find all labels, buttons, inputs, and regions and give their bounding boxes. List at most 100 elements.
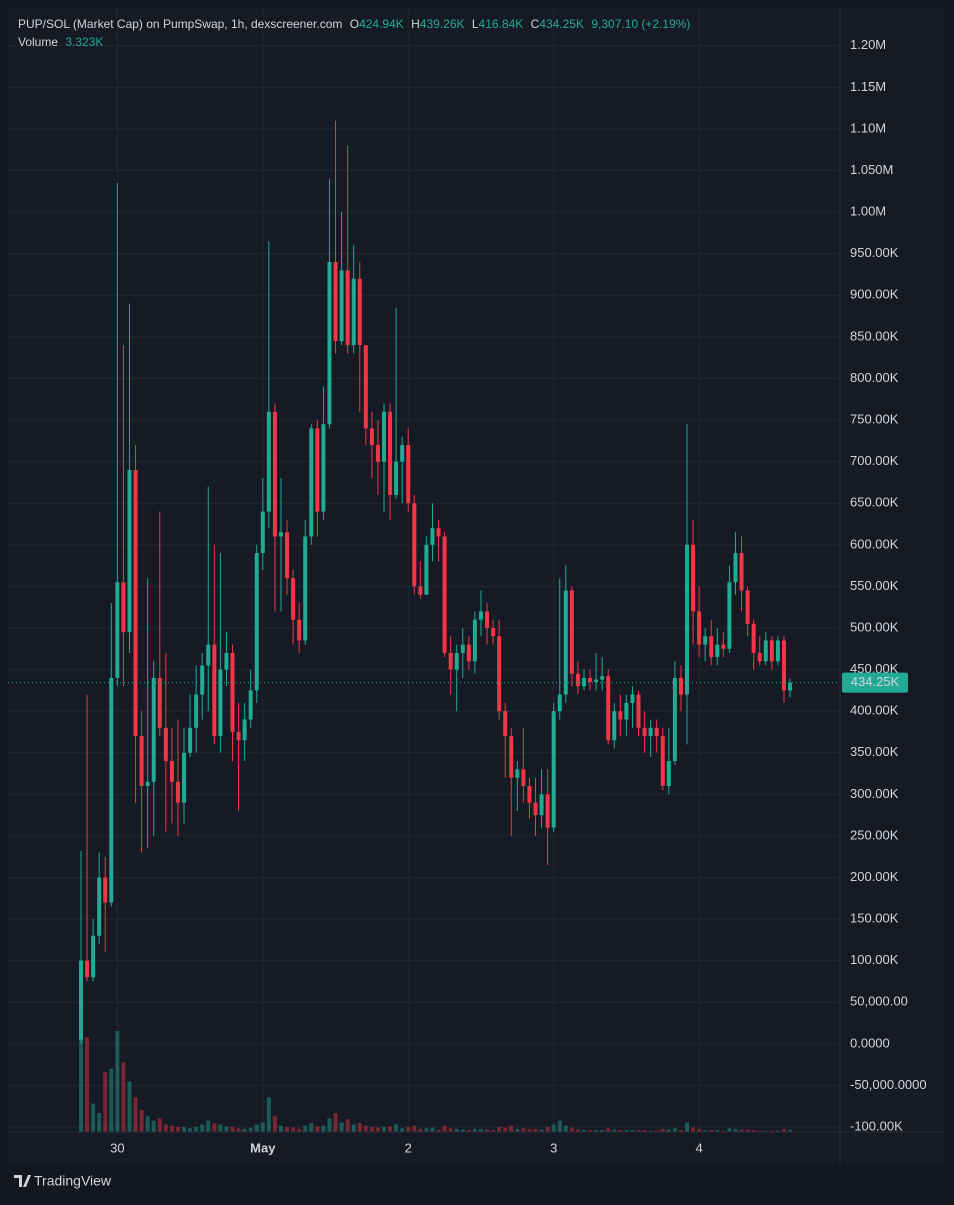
candle-body xyxy=(715,644,720,658)
volume-bar xyxy=(272,1116,277,1132)
legend-line: PUP/SOL (Market Cap) on PumpSwap, 1h, de… xyxy=(18,17,690,31)
candle-body xyxy=(672,677,677,762)
candle-body xyxy=(406,445,411,504)
volume-bar xyxy=(345,1119,350,1132)
volume-bar xyxy=(206,1120,211,1132)
volume-bar xyxy=(236,1128,241,1132)
candle-body xyxy=(394,461,399,495)
volume-bar xyxy=(648,1130,653,1132)
volume-bar xyxy=(594,1130,599,1132)
volume-bar xyxy=(442,1125,447,1132)
volume-bar xyxy=(757,1130,762,1132)
x-tick-label: 2 xyxy=(405,1140,412,1155)
volume-bar xyxy=(575,1129,580,1132)
candle-body xyxy=(606,676,611,741)
y-tick-label: 900.00K xyxy=(850,287,899,302)
chart-title: PUP/SOL (Market Cap) on PumpSwap, 1h, de… xyxy=(18,17,342,31)
volume-bar xyxy=(406,1126,411,1132)
volume-bar xyxy=(527,1128,532,1132)
candle-body xyxy=(763,640,768,662)
candle-body xyxy=(321,424,326,512)
volume-bar xyxy=(745,1129,750,1132)
x-tick-label: 3 xyxy=(550,1140,557,1155)
candle-body xyxy=(345,270,350,346)
x-tick-label: May xyxy=(250,1140,276,1155)
candle-body xyxy=(697,611,702,645)
ohlc-value: 434.25K xyxy=(539,17,584,31)
candle-body xyxy=(497,636,502,712)
y-tick-label: 500.00K xyxy=(850,619,899,634)
ohlc-value: 439.26K xyxy=(420,17,465,31)
y-tick-label: 950.00K xyxy=(850,245,899,260)
volume-bar xyxy=(678,1130,683,1132)
candle-body xyxy=(266,411,271,512)
candle-body xyxy=(291,578,296,620)
volume-bar xyxy=(291,1127,296,1132)
volume-bar xyxy=(327,1118,332,1132)
candle-body xyxy=(491,627,496,637)
candle-body xyxy=(303,536,308,641)
branding: TradingView xyxy=(34,1173,112,1189)
candle-body xyxy=(206,644,211,666)
price-axis: 1.20M 1.15M 1.10M 1.050M 1.00M 950.00K 900.00K… xyxy=(110,37,926,1155)
candle-body xyxy=(757,652,762,662)
candle-body xyxy=(666,761,671,787)
candle-body xyxy=(727,582,732,649)
volume-bar xyxy=(145,1116,150,1132)
candle-body xyxy=(248,690,253,720)
volume-bar xyxy=(769,1130,774,1132)
volume-bar xyxy=(430,1127,435,1132)
volume-bar xyxy=(79,1012,83,1132)
candle-body xyxy=(163,727,168,762)
volume-bar xyxy=(557,1120,562,1132)
volume-bar xyxy=(303,1125,308,1132)
volume-bar xyxy=(400,1128,405,1132)
volume-pane xyxy=(79,1012,793,1132)
volume-bar xyxy=(357,1123,362,1132)
volume-bar xyxy=(212,1123,217,1132)
candle-body xyxy=(400,445,405,462)
ohlc-value: 416.84K xyxy=(479,17,524,31)
volume-bar xyxy=(636,1130,641,1132)
y-tick-label: 300.00K xyxy=(850,786,899,801)
candle-body xyxy=(436,528,441,537)
candle-body xyxy=(412,503,417,587)
y-tick-label: 700.00K xyxy=(850,453,899,468)
volume-bar xyxy=(466,1130,471,1132)
volume-bar xyxy=(297,1128,302,1132)
candle-body xyxy=(624,702,629,720)
ohlc-value: 424.94K xyxy=(359,17,404,31)
volume-bar xyxy=(351,1124,356,1132)
candle-body xyxy=(175,781,180,803)
last-price-tag xyxy=(842,672,908,693)
candle-body xyxy=(660,736,665,787)
volume-bar xyxy=(169,1125,174,1132)
volume-bar xyxy=(551,1124,556,1132)
volume-bar xyxy=(454,1128,459,1132)
volume-bar xyxy=(588,1130,593,1132)
candle-body xyxy=(557,694,562,712)
volume-bar xyxy=(697,1128,702,1132)
y-tick-label: 1.050M xyxy=(850,162,893,177)
candle-body xyxy=(145,781,150,787)
y-tick-label: 350.00K xyxy=(850,744,899,759)
volume-bar xyxy=(727,1128,732,1132)
y-tick-label: 1.10M xyxy=(850,120,886,135)
y-tick-label: 1.20M xyxy=(850,37,886,52)
candle-body xyxy=(194,694,199,728)
logo xyxy=(14,1175,31,1187)
y-tick-label: 550.00K xyxy=(850,578,899,593)
candle-body xyxy=(182,752,187,803)
volume-bar xyxy=(733,1128,738,1132)
volume-bar xyxy=(200,1124,205,1132)
y-tick-label: 0.0000 xyxy=(850,1035,890,1050)
y-tick-label: 800.00K xyxy=(850,370,899,385)
y-tick-label: 750.00K xyxy=(850,412,899,427)
volume-bar xyxy=(382,1126,386,1132)
candle-body xyxy=(551,711,556,828)
volume-bar xyxy=(248,1127,253,1132)
volume-bar xyxy=(485,1129,490,1132)
x-tick-label: 4 xyxy=(696,1140,703,1155)
volume-value: 3.323K xyxy=(65,35,103,49)
candle-body xyxy=(369,428,374,446)
